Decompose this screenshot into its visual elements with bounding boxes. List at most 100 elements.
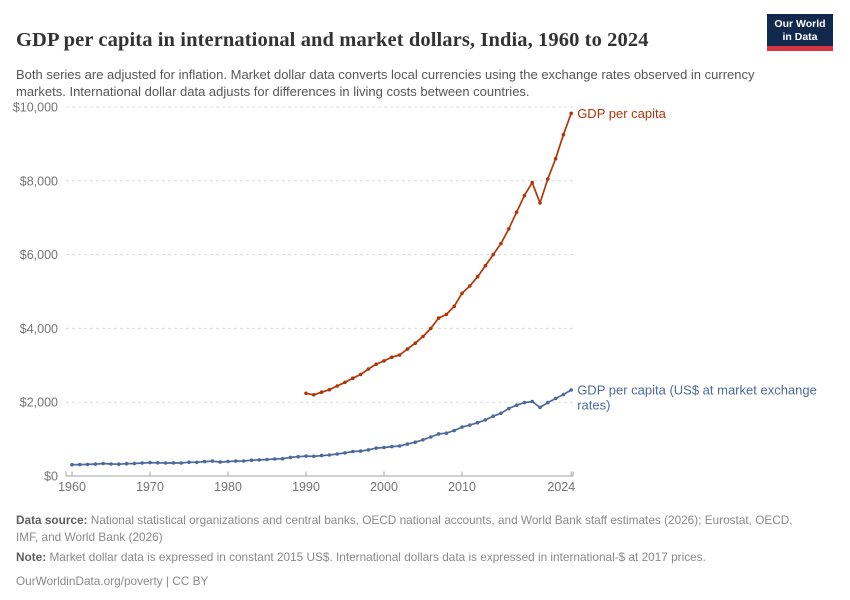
chart-canvas: $0 $2,000 $4,000 $6,000 $8,000 $10,000 1960 197… — [13, 101, 817, 495]
data-point — [538, 405, 542, 410]
chart-title: GDP per capita in international and mark… — [16, 28, 649, 51]
data-point — [507, 227, 511, 231]
data-point — [366, 367, 371, 371]
data-point — [561, 392, 566, 397]
y-axis-tick-label: $8,000 — [20, 174, 58, 188]
data-point — [304, 391, 308, 396]
data-point — [163, 461, 168, 465]
data-point — [530, 180, 534, 185]
x-axis-tick-label: 1970 — [136, 480, 164, 494]
data-point — [358, 372, 363, 377]
data-point — [374, 446, 379, 450]
data-point — [514, 403, 519, 408]
data-point — [397, 353, 402, 357]
data-point — [405, 347, 410, 351]
data-point — [444, 312, 449, 317]
data-point — [561, 132, 566, 137]
data-point — [312, 454, 316, 459]
data-point — [468, 284, 472, 288]
chart-subtitle: Both series are adjusted for inflation. … — [16, 67, 755, 99]
x-axis-tick-label: 1960 — [58, 480, 86, 494]
data-point — [70, 462, 74, 467]
note-line: Note: Market dollar data is expressed in… — [16, 549, 816, 566]
owid-logo[interactable]: Our World in Data — [767, 14, 833, 51]
data-point — [187, 460, 191, 465]
data-point — [382, 359, 386, 363]
data-point — [546, 400, 550, 405]
data-point — [546, 177, 550, 181]
owid-logo-line2: in Data — [782, 30, 818, 43]
data-point — [491, 252, 496, 257]
attribution-link[interactable]: OurWorldinData.org/poverty | CC BY — [16, 574, 209, 589]
data-point — [358, 449, 363, 453]
data-point — [195, 460, 199, 465]
chart-footer: Data source: National statistical organi… — [16, 512, 816, 590]
data-point — [507, 406, 511, 411]
note-text: Market dollar data is expressed in const… — [49, 550, 706, 565]
data-point — [335, 452, 340, 456]
data-point — [93, 462, 98, 466]
data-point — [296, 454, 301, 459]
x-axis-tick-label: 2010 — [448, 480, 476, 494]
data-point — [475, 274, 480, 279]
data-point — [522, 400, 527, 405]
data-point — [499, 241, 503, 246]
data-point — [514, 210, 519, 214]
y-axis-tick-label: $6,000 — [20, 248, 58, 262]
data-point — [265, 457, 269, 462]
data-point — [343, 451, 347, 455]
data-point — [436, 316, 441, 320]
data-point — [382, 445, 386, 450]
data-point — [218, 460, 222, 464]
data-point — [374, 362, 379, 367]
data-point — [171, 461, 176, 465]
data-point — [413, 341, 418, 345]
data-point — [101, 461, 105, 466]
series-label-gdp-per-capita-market-exchange-rates: GDP per capita (US$ at market exchange ra… — [577, 383, 817, 413]
data-point — [351, 449, 355, 454]
data-source-label: Data source: — [16, 513, 88, 527]
owid-logo-line1: Our World — [774, 18, 826, 30]
data-point — [202, 459, 207, 464]
data-point — [397, 444, 402, 448]
data-point — [124, 461, 129, 466]
data-point — [179, 461, 183, 465]
data-point — [312, 393, 316, 397]
data-point — [78, 462, 82, 467]
data-source-line: Data source: National statistical organi… — [16, 512, 816, 546]
data-source-text: National statistical organizations and c… — [16, 513, 793, 545]
data-point — [483, 263, 488, 268]
data-point — [460, 425, 464, 429]
data-point — [468, 423, 472, 427]
data-point — [226, 459, 230, 464]
data-point — [452, 304, 457, 309]
data-point — [421, 438, 425, 442]
x-axis-tick-label: 2000 — [370, 480, 398, 494]
series-line-gdp-per-capita-market-exchange-rates — [71, 389, 573, 466]
data-point — [210, 459, 215, 463]
data-point — [132, 461, 137, 466]
data-point — [85, 462, 90, 467]
y-axis-tick-label: $4,000 — [20, 322, 58, 336]
data-point — [156, 461, 160, 465]
data-point — [140, 461, 144, 465]
data-point — [421, 334, 425, 339]
data-point — [304, 454, 308, 458]
data-point — [491, 414, 496, 419]
data-point — [429, 435, 433, 439]
data-point — [530, 399, 534, 404]
data-point — [351, 376, 355, 381]
x-axis-tick-label: 2024 — [547, 480, 575, 494]
data-point — [319, 453, 324, 458]
x-axis-tick-label: 1990 — [292, 480, 320, 494]
data-point — [234, 459, 238, 463]
data-point — [429, 326, 433, 331]
data-point — [460, 291, 464, 296]
data-point — [444, 431, 449, 436]
series-line-gdp-per-capita-international-dollars — [305, 112, 573, 396]
data-point — [553, 396, 558, 401]
data-point — [241, 459, 246, 463]
data-point — [257, 458, 262, 462]
data-point — [390, 444, 394, 449]
y-axis-tick-label: $0 — [44, 470, 58, 484]
